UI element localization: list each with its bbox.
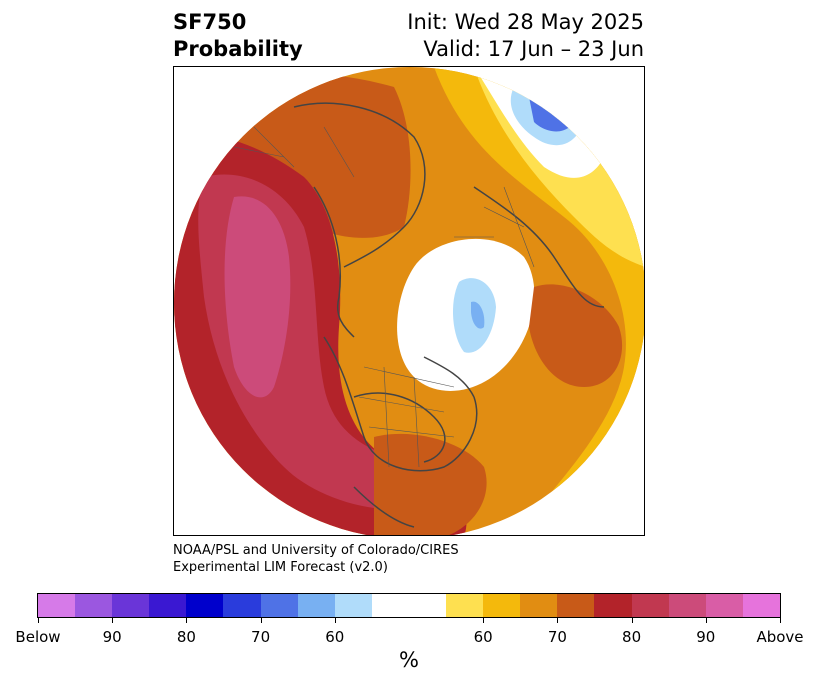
colorbar-tick-label: 80 (622, 628, 642, 646)
init-date: Init: Wed 28 May 2025 (407, 10, 644, 34)
colorbar-below-8 (334, 594, 372, 617)
colorbar-tick-label: 90 (696, 628, 716, 646)
colorbar-tick-label: 60 (325, 628, 345, 646)
colorbar-below-2 (112, 594, 150, 617)
valid-range: Valid: 17 Jun – 23 Jun (423, 37, 644, 61)
colorbar-tick-label: 90 (102, 628, 122, 646)
colorbar-above-4 (594, 594, 632, 617)
colorbar-neutral (371, 594, 447, 617)
coastlines (293, 102, 605, 528)
colorbar-above-7 (705, 594, 743, 617)
field-pink-west (224, 196, 291, 398)
colorbar-tick-label: 70 (547, 628, 567, 646)
colorbar-above-1 (483, 594, 521, 617)
field-blue-pole (471, 301, 485, 329)
colorbar-tick-mark (38, 618, 39, 623)
colorbar-below-0 (38, 594, 76, 617)
field-darkorange-us (374, 433, 487, 535)
map-variable-title: SF750 (173, 10, 247, 34)
colorbar-tick-label: Above (756, 628, 804, 646)
colorbar-units: % (399, 648, 419, 672)
colorbar (37, 593, 781, 618)
colorbar-tick-mark (483, 618, 485, 623)
colorbar-below-1 (75, 594, 113, 617)
colorbar-tick-mark (334, 618, 336, 623)
colorbar-tick-label: 60 (473, 628, 493, 646)
colorbar-tick-mark (186, 618, 188, 623)
colorbar-tick-mark (631, 618, 633, 623)
colorbar-tick-mark (557, 618, 559, 623)
map-svg (174, 67, 644, 535)
map-measure-title: Probability (173, 37, 303, 61)
colorbar-tick-label: Below (15, 628, 61, 646)
colorbar-tick-mark (260, 618, 262, 623)
colorbar-below-6 (260, 594, 298, 617)
colorbar-above-5 (631, 594, 669, 617)
credit-line-1: NOAA/PSL and University of Colorado/CIRE… (173, 543, 459, 558)
colorbar-tick-mark (705, 618, 707, 623)
polar-map (173, 66, 645, 536)
credit-line-2: Experimental LIM Forecast (v2.0) (173, 560, 388, 575)
colorbar-tick-label: 80 (176, 628, 196, 646)
colorbar-below-3 (149, 594, 187, 617)
borders (233, 126, 535, 468)
colorbar-below-5 (223, 594, 261, 617)
colorbar-above-6 (668, 594, 706, 617)
colorbar-above-8 (742, 594, 780, 617)
colorbar-above-2 (520, 594, 558, 617)
colorbar-tick-mark (780, 618, 781, 623)
colorbar-below-4 (186, 594, 224, 617)
colorbar-above-3 (557, 594, 595, 617)
colorbar-above-0 (446, 594, 484, 617)
field-darkorange-east (529, 284, 623, 387)
colorbar-below-7 (297, 594, 335, 617)
colorbar-tick-mark (112, 618, 114, 623)
colorbar-tick-label: 70 (251, 628, 271, 646)
